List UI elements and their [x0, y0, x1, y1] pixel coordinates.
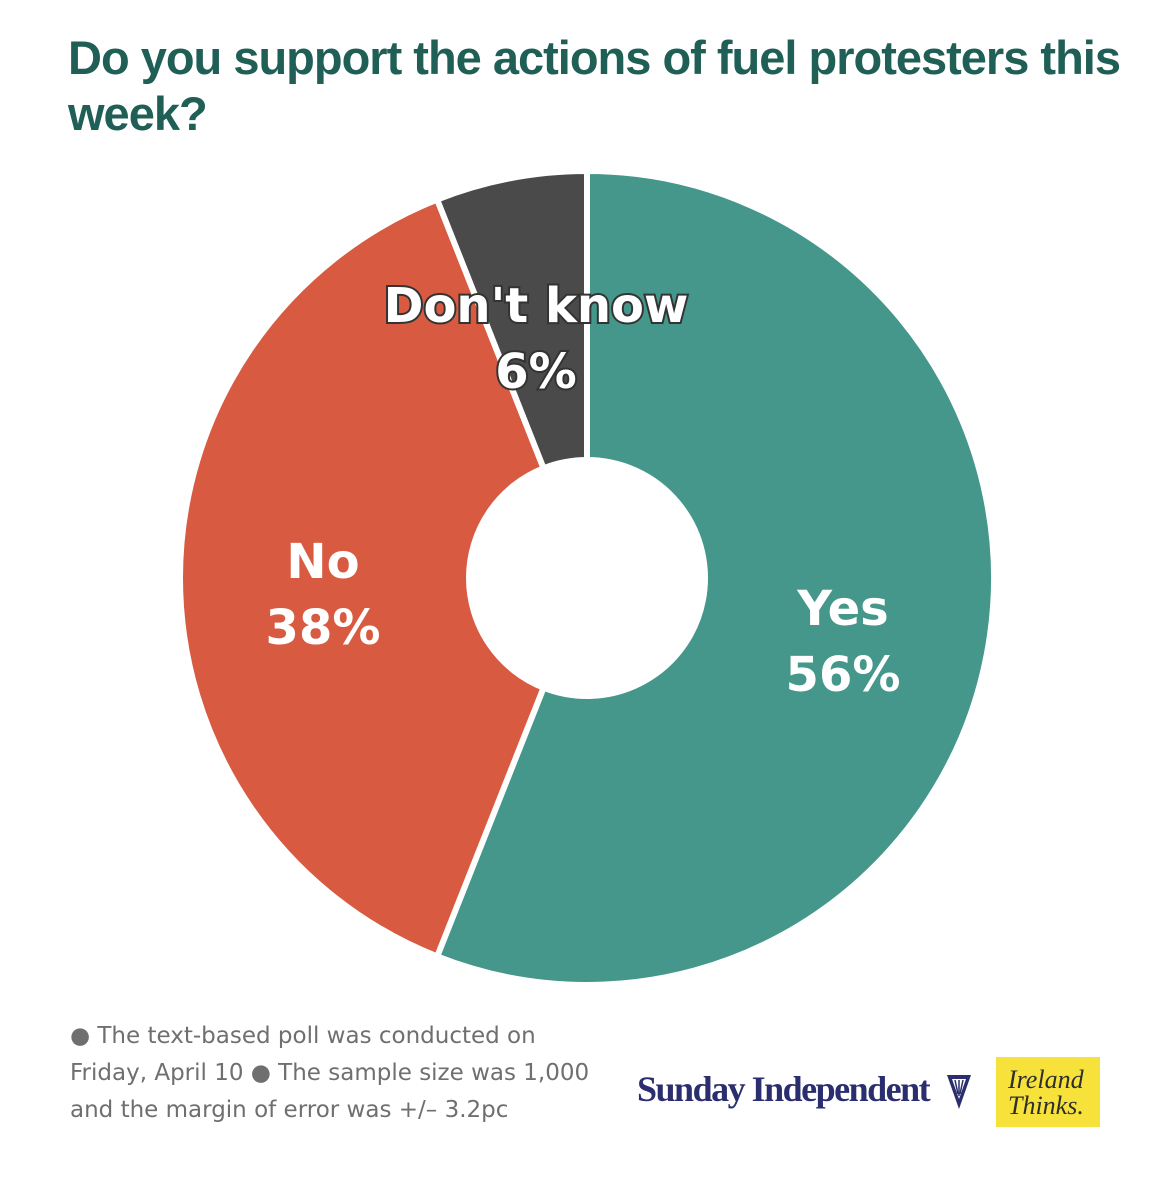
footnote: ● The text-based poll was conducted on F…: [70, 1023, 590, 1123]
slice-label-yes: Yes 56%: [786, 581, 901, 703]
slice-no: [177, 196, 547, 960]
slice-label-don-t-know: Don't know 6%: [384, 278, 689, 400]
ireland-thinks-logo: Ireland Thinks.: [996, 1057, 1100, 1127]
slice-label-no: No 38%: [266, 534, 381, 656]
chart-title: Do you support the actions of fuel prote…: [68, 31, 1121, 140]
ireland-thinks-line2: Thinks.: [1008, 1091, 1084, 1120]
sunday-independent-logo: Sunday Independent: [637, 1069, 931, 1109]
slice-yes: [434, 168, 997, 988]
harp-icon: [947, 1075, 971, 1109]
ireland-thinks-line1: Ireland: [1008, 1065, 1084, 1094]
slice-don-t-know: [434, 168, 590, 472]
